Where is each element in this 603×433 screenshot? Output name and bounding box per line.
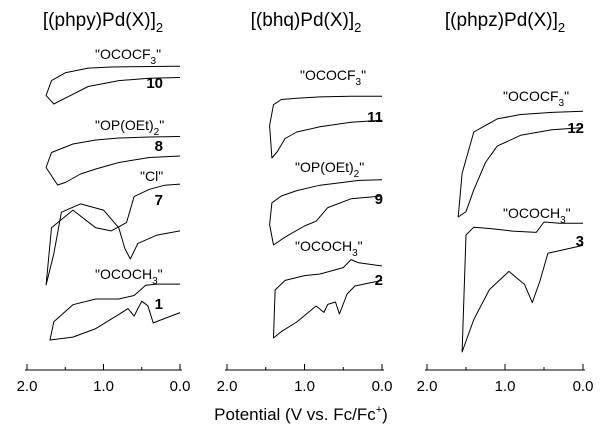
trace-label-main: "OCOCH [95, 266, 152, 282]
compound-number: 1 [155, 296, 163, 313]
compound-number: 10 [146, 75, 163, 92]
compound-number: 12 [567, 120, 584, 137]
trace-label-end: " [156, 46, 161, 62]
panel-title-subscript: 2 [156, 20, 163, 35]
x-tick-label: 0.0 [573, 378, 594, 395]
trace-label: "OCOCF3" [503, 88, 569, 109]
panels: [(phpy)Pd(X)]22.0 1.0 0.0"OCOCF3"10"OP(OEt… [17, 10, 594, 395]
x-tick-label: 0.0 [170, 378, 191, 395]
panel-3: [(phpz)Pd(X)]22.0 1.0 0.0"OCOCF3"12"OCOCH3… [417, 10, 594, 395]
trace-label-subscript: 3 [356, 77, 362, 88]
trace-label: "OCOCH3" [95, 266, 163, 287]
cv-trace [269, 95, 383, 159]
cv-trace [45, 183, 181, 286]
x-tick-label: 2.0 [417, 378, 438, 395]
panel-title-subscript: 2 [354, 20, 361, 35]
panel-title-main: [(phpy)Pd(X)] [43, 10, 156, 31]
trace-label-end: " [564, 88, 569, 104]
x-tick-label: 1.0 [93, 378, 114, 395]
cv-trace [45, 65, 181, 105]
trace-label-main: "OCOCH [295, 238, 352, 254]
x-axis-label: Potential (V vs. Fc/Fc+) [214, 404, 388, 424]
panel-2: [(bhq)Pd(X)]22.0 1.0 0.0"OCOCF3"11"OP(OEt)… [217, 10, 393, 395]
trace-label-end: " [159, 117, 164, 133]
compound-number: 9 [375, 191, 383, 208]
trace-label-end: " [361, 67, 366, 83]
x-axis-label-superscript: + [376, 404, 382, 416]
compound-number: 11 [367, 109, 383, 126]
cv-trace [269, 179, 383, 246]
trace-label-subscript: 3 [352, 248, 358, 259]
trace-label-end: " [358, 238, 363, 254]
trace-label: "OCOCF3" [95, 46, 161, 67]
panel-title: [(phpy)Pd(X)]2 [43, 10, 163, 35]
x-axis-label-main: Potential (V vs. Fc/Fc [214, 405, 376, 424]
trace-label: "Cl" [140, 168, 163, 184]
trace-label-main: "OP(OEt) [295, 159, 354, 175]
cv-trace [457, 110, 584, 218]
panel-1: [(phpy)Pd(X)]22.0 1.0 0.0"OCOCF3"10"OP(OEt… [17, 10, 191, 395]
cv-trace [273, 259, 383, 339]
trace-label-main: "Cl" [140, 168, 163, 184]
trace-label: "OP(OEt)2" [295, 159, 364, 180]
cv-trace [49, 283, 181, 341]
cv-trace [45, 136, 181, 186]
trace-label: "OCOCF3" [300, 67, 366, 88]
trace-label-main: "OCOCH [503, 205, 560, 221]
panel-title-main: [(bhq)Pd(X)] [251, 10, 354, 31]
trace-label-subscript: 3 [152, 276, 158, 287]
panel-title: [(phpz)Pd(X)]2 [445, 10, 565, 35]
compound-number: 2 [375, 272, 383, 289]
trace-label-end: " [566, 205, 571, 221]
x-tick-label: 0.0 [372, 378, 393, 395]
trace-label: "OCOCH3" [503, 205, 571, 226]
panel-title-subscript: 2 [558, 20, 565, 35]
trace-label-end: " [359, 159, 364, 175]
x-tick-label: 1.0 [495, 378, 516, 395]
trace-label-main: "OCOCF [95, 46, 151, 62]
panel-title: [(bhq)Pd(X)]2 [251, 10, 362, 35]
trace-label-end: " [158, 266, 163, 282]
trace-label-subscript: 2 [154, 127, 160, 138]
x-axis-label-end: ) [382, 405, 388, 424]
trace-label-subscript: 3 [559, 98, 565, 109]
trace-label-subscript: 3 [560, 215, 566, 226]
x-tick-label: 2.0 [17, 378, 38, 395]
trace-label-subscript: 2 [354, 169, 360, 180]
trace-label-main: "OCOCF [300, 67, 356, 83]
trace-label-subscript: 3 [151, 56, 157, 67]
trace-label: "OP(OEt)2" [95, 117, 164, 138]
x-tick-label: 1.0 [294, 378, 315, 395]
panel-title-main: [(phpz)Pd(X)] [445, 10, 558, 31]
compound-number: 8 [155, 138, 163, 155]
compound-number: 3 [576, 233, 584, 250]
compound-number: 7 [155, 192, 163, 209]
trace-label-main: "OCOCF [503, 88, 559, 104]
cv-trace [461, 221, 584, 353]
x-tick-label: 2.0 [217, 378, 238, 395]
trace-label: "OCOCH3" [295, 238, 363, 259]
trace-label-main: "OP(OEt) [95, 117, 154, 133]
